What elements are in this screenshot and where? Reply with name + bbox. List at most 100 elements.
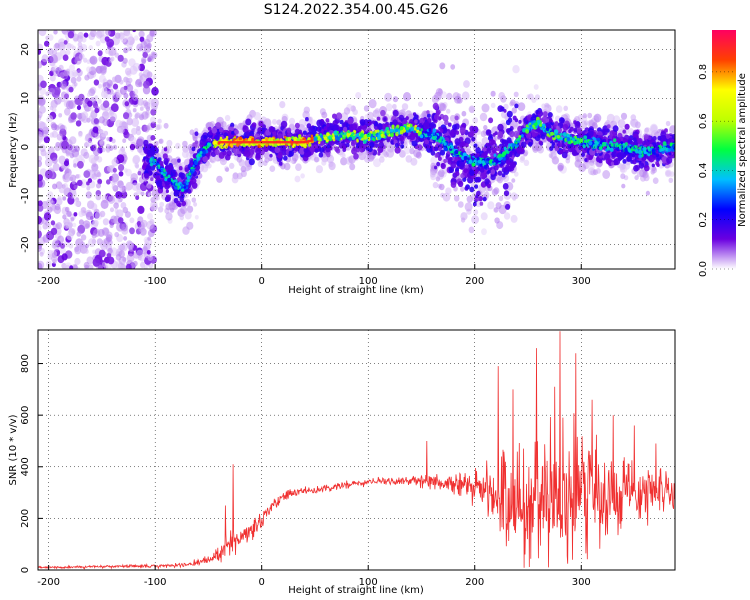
spectrogram-cell <box>139 76 143 81</box>
spectrogram-cell <box>506 110 513 118</box>
spectrogram-cell <box>38 134 44 143</box>
spectrogram-cell <box>50 220 56 226</box>
spectrogram-cell <box>147 192 152 198</box>
spectrogram-cell <box>111 184 117 190</box>
spectrogram-cell <box>78 132 83 138</box>
spectrogram-cell <box>517 102 526 111</box>
spectrogram-cell <box>87 140 93 147</box>
spectrogram-cell <box>143 44 151 53</box>
spectrogram-cell <box>54 144 61 152</box>
spectrogram-cell <box>144 101 151 110</box>
spectrogram-cell <box>76 112 83 120</box>
spectrogram-cell <box>287 132 292 138</box>
spectrogram-cell <box>150 102 158 111</box>
spectrogram-cell <box>478 196 483 202</box>
spectrogram-cell <box>92 219 99 227</box>
spectrogram-cell <box>338 142 345 149</box>
spectrogram-cell <box>605 119 611 126</box>
spectrogram-cell <box>38 49 42 55</box>
spectrogram-cell <box>368 99 377 109</box>
spectrogram-cell <box>56 133 63 141</box>
spectrogram-cell <box>343 107 351 115</box>
spectrogram-cell <box>649 123 658 133</box>
spectrogram-cell <box>490 169 496 175</box>
spectrogram-cell <box>124 184 131 192</box>
spectrogram-cell <box>447 122 452 127</box>
spectrogram-cell <box>109 223 114 229</box>
spectrogram-cell <box>341 122 347 128</box>
spectrogram-cell <box>460 186 465 192</box>
spectrogram-cell <box>533 84 539 90</box>
spectrogram-cell <box>73 212 78 217</box>
spectrogram-cell <box>93 144 97 149</box>
spectrogram-cell <box>542 111 548 117</box>
spectrogram-cell <box>452 124 457 131</box>
spectrogram-cell <box>82 220 91 230</box>
spectrogram-cell <box>146 34 154 43</box>
spectrogram-cell <box>373 158 381 168</box>
spectrogram-cell <box>38 30 47 37</box>
spectrogram-cell <box>588 155 593 161</box>
spectrogram-cell <box>648 155 655 163</box>
spectrogram-cell <box>283 155 288 161</box>
spectrogram-cell <box>98 249 106 258</box>
spectrogram-cell <box>84 136 90 142</box>
spectrogram-cell <box>319 147 325 153</box>
spectrogram-cell <box>432 102 439 110</box>
spectrogram-cell <box>106 79 113 87</box>
spectrogram-cell <box>321 159 327 166</box>
spectrogram-cell <box>435 109 441 115</box>
spectrogram-cell <box>131 127 138 135</box>
spectrogram-cell <box>401 103 409 111</box>
spectrogram-cell <box>305 117 309 122</box>
spectrogram-cell <box>68 86 74 93</box>
spectrogram-cell <box>487 170 491 174</box>
spectrogram-cell <box>490 90 496 97</box>
spectrogram-cell <box>66 232 74 241</box>
spectrogram-cell <box>179 215 184 221</box>
spectrogram-cell <box>119 86 127 95</box>
spectrogram-cell <box>645 190 651 196</box>
spectrogram-cell <box>64 70 70 77</box>
spectrogram-cell <box>142 51 148 59</box>
spectrogram-cell <box>417 144 423 151</box>
spectrogram-cell <box>454 115 459 121</box>
spectrogram-cell <box>84 249 89 254</box>
spectrogram-cell <box>479 167 485 173</box>
spectrogram-cell <box>108 50 114 57</box>
spectrogram-cell <box>432 181 439 189</box>
spectrogram-cell <box>420 113 425 119</box>
spectrogram-cell <box>38 200 43 207</box>
spectrogram-cell <box>49 105 54 111</box>
spectrogram-cell <box>471 136 476 142</box>
spectrogram-cell <box>325 118 330 123</box>
spectrogram-cell <box>414 119 418 124</box>
spectrogram-cell <box>472 202 477 207</box>
spectrogram-cell <box>245 118 252 126</box>
spectrogram-cell <box>78 219 84 226</box>
spectrogram-cell <box>87 100 93 107</box>
spectrogram-cell <box>118 164 125 172</box>
spectrogram-cell <box>464 142 469 148</box>
spectrogram-cell <box>147 236 151 241</box>
spectrogram-cell <box>139 106 144 111</box>
spectrogram-cell <box>78 210 84 218</box>
spectrogram-cell <box>642 157 646 162</box>
spectrogram-cell <box>135 195 140 200</box>
spectrogram-cell <box>120 202 127 209</box>
spectrogram-cell <box>562 124 569 131</box>
spectrogram-cell <box>364 114 369 119</box>
spectrogram-cell <box>559 149 564 155</box>
spectrogram-cell <box>554 145 560 152</box>
spectrogram-cell <box>86 66 92 73</box>
spectrogram-cell <box>186 205 194 213</box>
spectrogram-cell <box>544 122 549 128</box>
spectrogram-cell <box>101 87 108 94</box>
spectrogram-cell <box>303 106 310 114</box>
spectrogram-cell <box>551 156 560 165</box>
spectrogram-cell <box>91 166 97 173</box>
spectrogram-cell <box>480 130 487 138</box>
spectrogram-cell <box>547 112 553 118</box>
spectrogram-cell <box>316 119 323 127</box>
